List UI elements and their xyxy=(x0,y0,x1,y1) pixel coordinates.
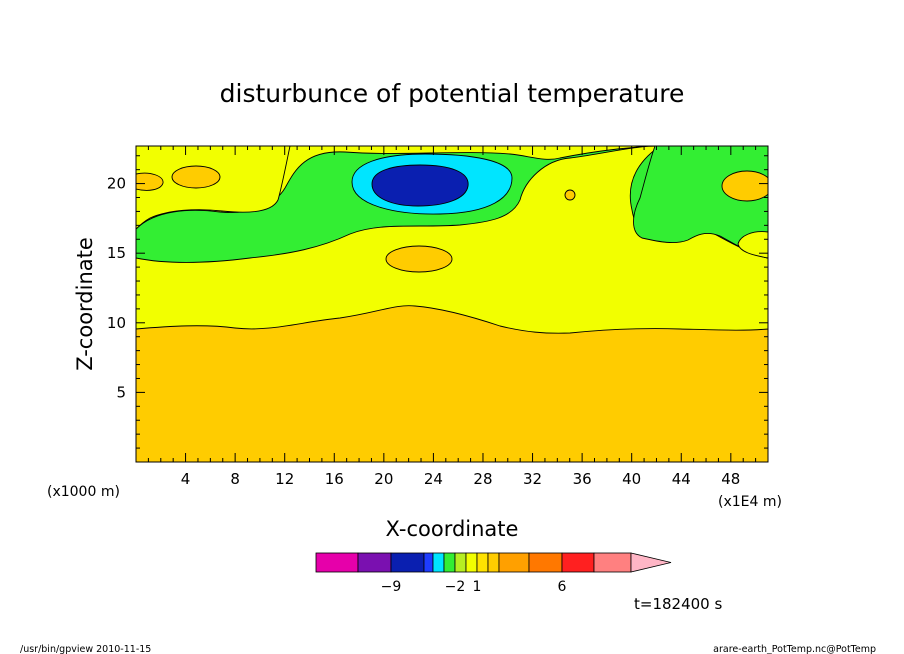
contour-band-upper-right-notch xyxy=(737,231,768,259)
colorbar-bin xyxy=(593,552,632,573)
axis-ticks xyxy=(136,146,768,462)
y-axis-title: Z-coordinate xyxy=(73,237,97,371)
time-label: t=182400 s xyxy=(634,595,722,613)
x-tick-label: 48 xyxy=(721,470,740,488)
colorbar-bin xyxy=(357,552,392,573)
x-tick-label: 20 xyxy=(374,470,393,488)
contour-cell-right-edge-warm xyxy=(721,170,768,202)
y-tick-label: 10 xyxy=(107,314,126,332)
footer-left: /usr/bin/gpview 2010-11-15 xyxy=(20,644,151,654)
colorbar xyxy=(315,552,672,573)
chart-title: disturbunce of potential temperature xyxy=(220,79,685,108)
y-tick-labels: 5 10 15 20 xyxy=(107,175,126,402)
x-axis-title: X-coordinate xyxy=(386,517,519,541)
plot-area xyxy=(136,146,768,462)
colorbar-labels: −9 −2 1 6 xyxy=(381,579,567,595)
colorbar-bin xyxy=(443,552,456,573)
x-tick-label: 44 xyxy=(672,470,691,488)
colorbar-bin xyxy=(487,552,500,573)
colorbar-bin xyxy=(561,552,595,573)
colorbar-bin xyxy=(476,552,489,573)
colorbar-label: −2 xyxy=(445,579,466,595)
x-tick-label: 12 xyxy=(275,470,294,488)
colorbar-bin xyxy=(432,552,445,573)
colorbar-bin xyxy=(498,552,530,573)
colorbar-bin xyxy=(454,552,467,573)
y-tick-label: 15 xyxy=(107,244,126,262)
x-tick-label: 32 xyxy=(523,470,542,488)
colorbar-bin xyxy=(465,552,478,573)
y-unit-label: (x1000 m) xyxy=(47,484,120,500)
x-tick-label: 40 xyxy=(622,470,641,488)
colorbar-label: −9 xyxy=(381,579,402,595)
footer-right: arare-earth_PotTemp.nc@PotTemp xyxy=(713,644,876,654)
contour-cell-small xyxy=(564,189,576,201)
colorbar-bin xyxy=(528,552,563,573)
colorbar-label: 1 xyxy=(473,579,482,595)
x-tick-label: 28 xyxy=(473,470,492,488)
contour-cell-left-warm xyxy=(171,165,221,189)
x-tick-label: 8 xyxy=(230,470,240,488)
contour-band-lower-left-upper xyxy=(136,146,291,230)
x-tick-label: 4 xyxy=(181,470,191,488)
contour-cell-left-edge-warm xyxy=(136,172,164,191)
x-tick-label: 24 xyxy=(424,470,443,488)
x-tick-labels: 4 8 12 16 20 24 28 32 36 40 44 48 xyxy=(181,470,741,488)
y-tick-label: 20 xyxy=(107,175,126,193)
colorbar-bin xyxy=(423,552,434,573)
colorbar-label: 6 xyxy=(558,579,567,595)
colorbar-bin xyxy=(390,552,425,573)
contour-cell-blue xyxy=(371,164,469,207)
x-tick-label: 16 xyxy=(325,470,344,488)
plot-frame xyxy=(135,145,769,463)
x-unit-label: (x1E4 m) xyxy=(718,494,782,510)
contour-cell-mid-warm xyxy=(385,245,453,273)
colorbar-extend-arrow xyxy=(630,552,672,573)
colorbar-bin xyxy=(315,552,359,573)
y-tick-label: 5 xyxy=(116,383,126,401)
x-tick-label: 36 xyxy=(573,470,592,488)
